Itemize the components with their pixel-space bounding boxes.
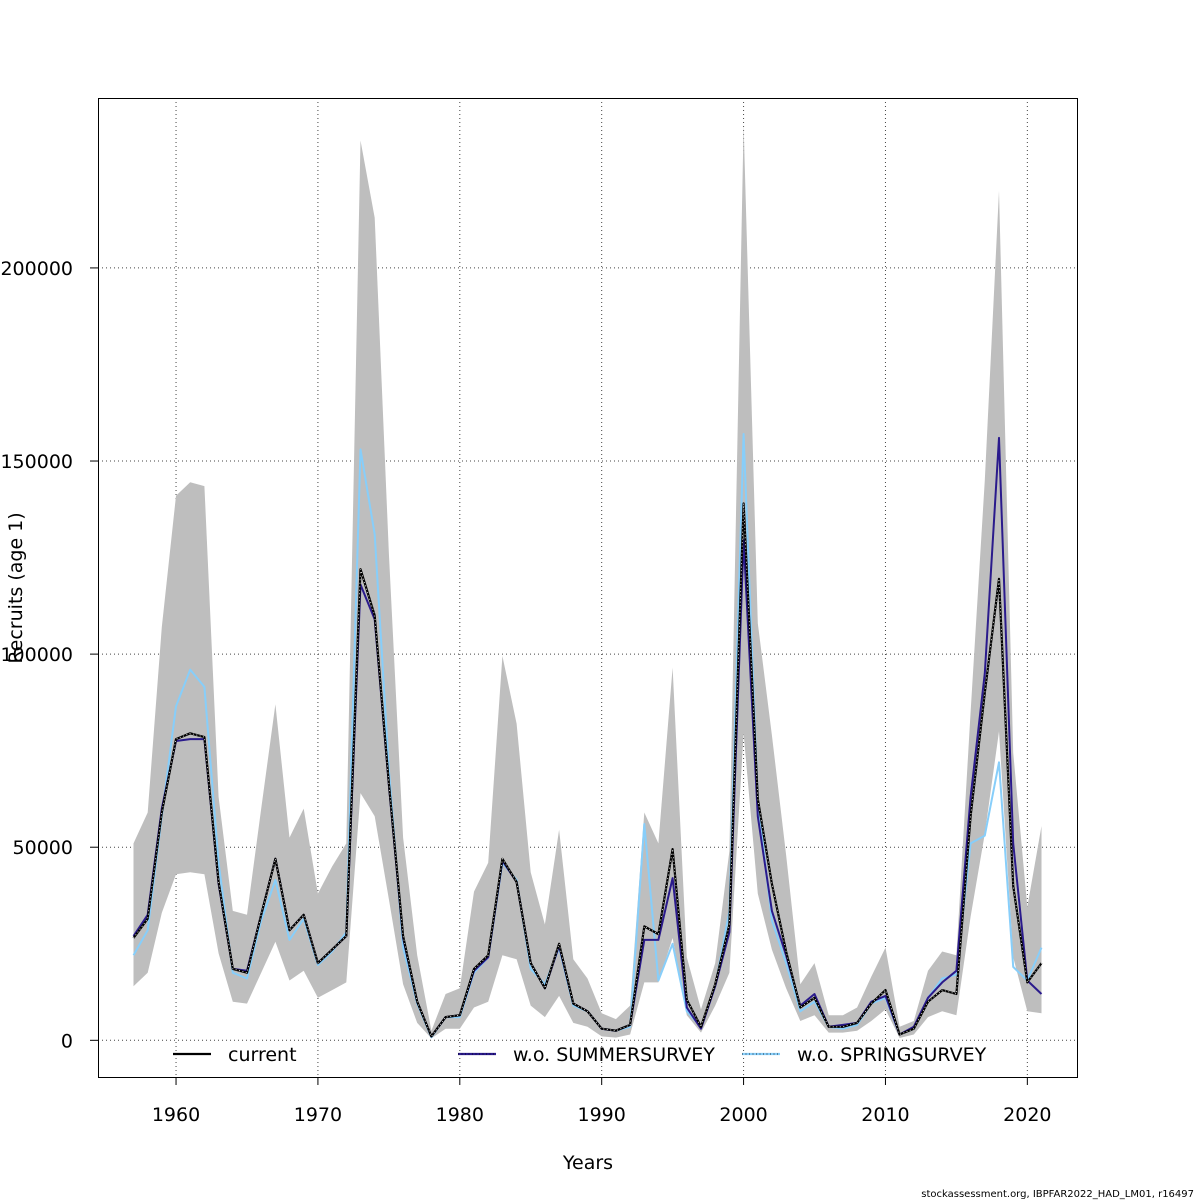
x-axis-title: Years (562, 1152, 613, 1174)
x-tick-label-2000: 2000 (719, 1104, 767, 1126)
x-axis: 1960 1970 1980 1990 2000 2010 2020 (152, 1077, 1052, 1126)
footer-credit: stockassessment.org, IBPFAR2022_HAD_LM01… (921, 1189, 1194, 1200)
x-tick-label-2010: 2010 (861, 1104, 909, 1126)
legend-label-0: current (228, 1044, 297, 1066)
x-tick-label-2020: 2020 (1003, 1104, 1051, 1126)
legend: current w.o. SUMMERSURVEY w.o. SPRINGSURVE… (173, 1044, 987, 1066)
x-tick-label-1970: 1970 (294, 1104, 342, 1126)
y-axis-title: Recruits (age 1) (5, 512, 27, 663)
x-tick-label-1960: 1960 (152, 1104, 200, 1126)
y-tick-label-200000: 200000 (0, 258, 73, 280)
x-tick-label-1990: 1990 (578, 1104, 626, 1126)
y-tick-label-150000: 150000 (0, 451, 73, 473)
y-axis: 0 50000 100000 150000 200000 (0, 258, 98, 1052)
series-lines (132, 433, 1043, 1039)
y-tick-label-100000: 100000 (0, 644, 73, 666)
y-tick-label-0: 0 (61, 1030, 73, 1052)
series-line-0-dots (133, 503, 1042, 1038)
confidence-band (133, 125, 1042, 1039)
confidence-band-area (133, 125, 1042, 1039)
legend-label-1: w.o. SUMMERSURVEY (513, 1044, 715, 1066)
x-tick-label-1980: 1980 (436, 1104, 484, 1126)
legend-label-2: w.o. SPRINGSURVEY (797, 1044, 987, 1066)
y-tick-label-50000: 50000 (13, 837, 73, 859)
